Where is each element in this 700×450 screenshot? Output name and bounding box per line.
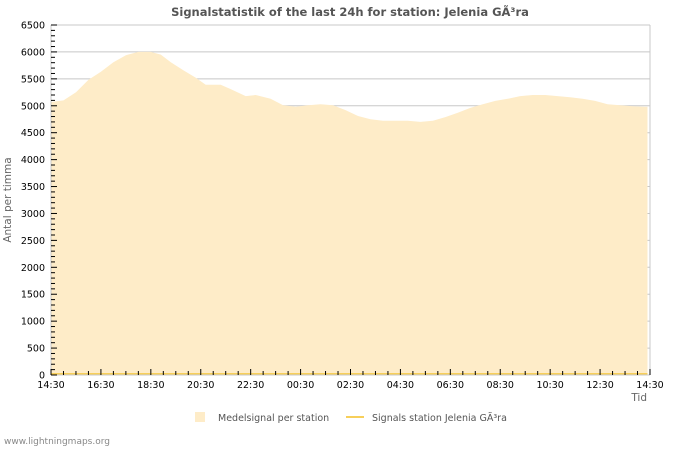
svg-text:6500: 6500	[21, 21, 45, 32]
legend-item-station[interactable]: Signals station Jelenia GÃ³ra	[346, 413, 507, 424]
svg-text:5500: 5500	[21, 74, 45, 85]
svg-text:18:30: 18:30	[137, 380, 164, 391]
svg-text:10:30: 10:30	[536, 380, 563, 391]
svg-text:08:30: 08:30	[487, 380, 514, 391]
legend: Medelsignal per station Signals station …	[195, 412, 507, 424]
svg-text:2500: 2500	[21, 236, 45, 247]
svg-text:2000: 2000	[21, 263, 45, 274]
svg-text:4000: 4000	[21, 155, 45, 166]
legend-item-average[interactable]: Medelsignal per station	[195, 412, 329, 424]
legend-label-station: Signals station Jelenia GÃ³ra	[372, 413, 507, 424]
svg-text:14:30: 14:30	[37, 380, 64, 391]
svg-text:1500: 1500	[21, 290, 45, 301]
svg-text:1000: 1000	[21, 317, 45, 328]
svg-text:12:30: 12:30	[586, 380, 613, 391]
average-signal-area	[51, 51, 648, 376]
svg-text:3000: 3000	[21, 209, 45, 220]
svg-text:22:30: 22:30	[237, 380, 264, 391]
svg-text:06:30: 06:30	[437, 380, 464, 391]
svg-text:02:30: 02:30	[337, 380, 364, 391]
svg-text:6000: 6000	[21, 47, 45, 58]
svg-text:00:30: 00:30	[287, 380, 314, 391]
x-axis-label: Tid	[630, 392, 647, 404]
y-axis-ticks: 0 500 1000 1500 2000 2500 3000 3500 4000 4500 5000…	[21, 21, 57, 382]
svg-text:20:30: 20:30	[187, 380, 214, 391]
area-swatch-icon	[195, 412, 205, 422]
x-axis-ticks: 14:30 16:30 18:30 20:30 22:30 00:30 02:30 04:30…	[37, 369, 664, 391]
y-axis-label: Antal per timma	[2, 157, 14, 242]
svg-text:5000: 5000	[21, 101, 45, 112]
svg-text:4500: 4500	[21, 128, 45, 139]
footer-credit[interactable]: www.lightningmaps.org	[4, 437, 110, 447]
legend-label-average: Medelsignal per station	[218, 413, 329, 424]
svg-text:500: 500	[27, 344, 45, 355]
chart-title: Signalstatistik of the last 24h for stat…	[171, 4, 529, 19]
svg-text:04:30: 04:30	[387, 380, 414, 391]
svg-text:3500: 3500	[21, 182, 45, 193]
svg-text:16:30: 16:30	[87, 380, 114, 391]
svg-text:14:30: 14:30	[636, 380, 663, 391]
svg-text:0: 0	[39, 371, 45, 382]
